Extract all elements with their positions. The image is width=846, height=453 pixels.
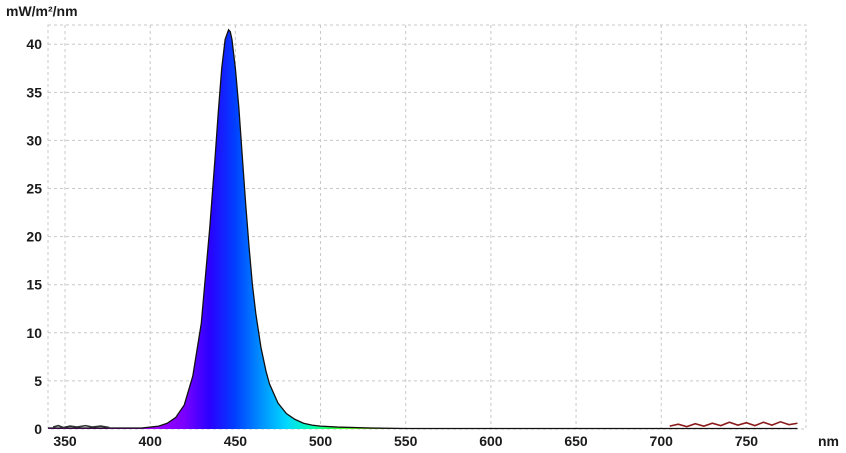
chart-grid — [47, 24, 807, 430]
y-tick-label: 35 — [26, 84, 42, 100]
spectrum-area — [48, 29, 798, 430]
y-tick-label: 5 — [34, 373, 42, 389]
x-tick-label: 450 — [224, 433, 248, 449]
y-tick-label: 40 — [26, 36, 42, 52]
y-tick-label: 25 — [26, 181, 42, 197]
y-tick-label: 10 — [26, 325, 42, 341]
plot-area — [48, 28, 798, 430]
x-tick-label: 350 — [53, 433, 77, 449]
x-tick-label: 550 — [394, 433, 418, 449]
x-tick-label: 400 — [139, 433, 163, 449]
x-tick-label: 700 — [650, 433, 674, 449]
x-tick-label: 650 — [564, 433, 588, 449]
x-tick-label: 600 — [479, 433, 503, 449]
x-tick-labels: 350 400 450 500 550 600 650 700 750 — [53, 433, 758, 449]
plot-frame — [47, 24, 807, 430]
spectrum-line — [48, 28, 798, 430]
y-tick-label: 30 — [26, 132, 42, 148]
noise-left-line — [52, 424, 110, 429]
x-tick-label: 750 — [735, 433, 759, 449]
y-tick-label: 0 — [34, 421, 42, 437]
y-tick-labels: 0 5 10 15 20 25 30 35 40 — [26, 36, 42, 437]
y-tick-label: 20 — [26, 229, 42, 245]
x-tick-label: 500 — [309, 433, 333, 449]
x-axis-label: nm — [818, 433, 839, 449]
y-axis-label: mW/m²/nm — [6, 3, 78, 19]
y-tick-label: 15 — [26, 277, 42, 293]
noise-right-line — [669, 420, 798, 428]
